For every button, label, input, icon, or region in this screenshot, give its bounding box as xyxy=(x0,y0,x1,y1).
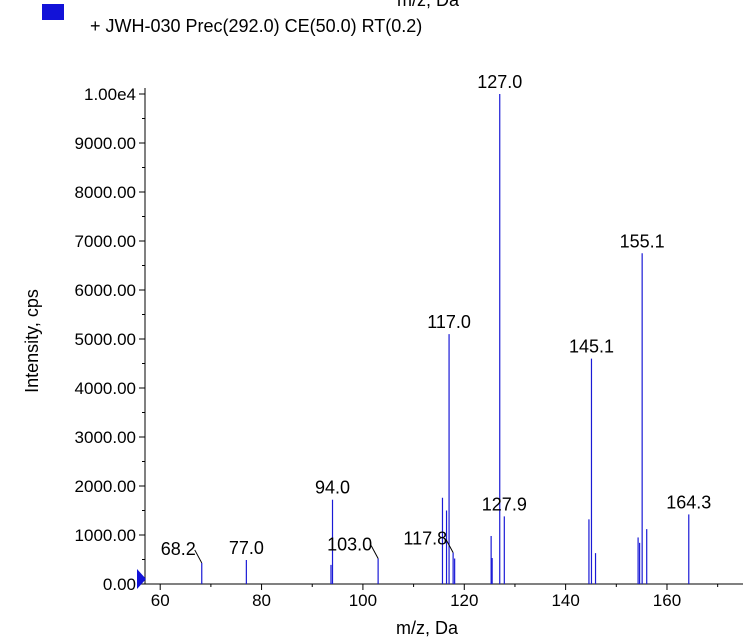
axis-origin-marker xyxy=(137,569,146,589)
x-tick-label: 160 xyxy=(653,591,681,610)
x-axis-title: m/z, Da xyxy=(396,618,459,638)
peak-label: 155.1 xyxy=(620,231,665,251)
peak-label: 127.0 xyxy=(477,72,522,92)
x-tick-label: 60 xyxy=(151,591,170,610)
peak-label: 94.0 xyxy=(315,478,350,498)
y-tick-label: 0.00 xyxy=(103,575,136,594)
legend-label: + JWH-030 Prec(292.0) CE(50.0) RT(0.2) xyxy=(90,16,422,36)
y-axis-title: Intensity, cps xyxy=(22,289,42,393)
peak-annotations: 68.2 77.0 94.0 103.0 117.0 117.8 127.0 127.9 145… xyxy=(161,72,711,564)
peak-label-leader xyxy=(194,549,203,564)
peak-label: 164.3 xyxy=(666,492,711,512)
y-tick-label: 5000.00 xyxy=(75,330,136,349)
y-tick-label: 7000.00 xyxy=(75,232,136,251)
peak-label: 103.0 xyxy=(327,535,372,555)
x-tick-label: 120 xyxy=(450,591,478,610)
peak-label-leader xyxy=(370,545,379,559)
x-tick-label: 140 xyxy=(551,591,579,610)
peak-label: 117.8 xyxy=(403,529,447,549)
peak-label: 145.1 xyxy=(569,337,614,357)
axes: 0.00 1000.00 2000.00 3000.00 4000.00 5000.00 6… xyxy=(75,85,743,610)
peak-label-leader xyxy=(445,539,454,553)
peak-label: 77.0 xyxy=(229,538,264,558)
y-tick-label: 1.00e4 xyxy=(84,85,136,104)
y-tick-label: 8000.00 xyxy=(75,183,136,202)
y-tick-label: 4000.00 xyxy=(75,379,136,398)
y-tick-label: 1000.00 xyxy=(75,526,136,545)
top-axis-title-fragment: m/z, Da xyxy=(397,0,460,10)
legend: + JWH-030 Prec(292.0) CE(50.0) RT(0.2) xyxy=(42,4,422,36)
y-tick-label: 9000.00 xyxy=(75,134,136,153)
y-tick-label: 6000.00 xyxy=(75,281,136,300)
peak-label: 117.0 xyxy=(427,312,471,332)
peak-label: 68.2 xyxy=(161,539,196,559)
peaks xyxy=(201,94,690,584)
x-tick-label: 80 xyxy=(252,591,271,610)
y-tick-label: 3000.00 xyxy=(75,428,136,447)
x-tick-label: 100 xyxy=(349,591,377,610)
peak-label: 127.9 xyxy=(482,494,527,514)
y-tick-label: 2000.00 xyxy=(75,477,136,496)
legend-swatch xyxy=(42,4,64,20)
